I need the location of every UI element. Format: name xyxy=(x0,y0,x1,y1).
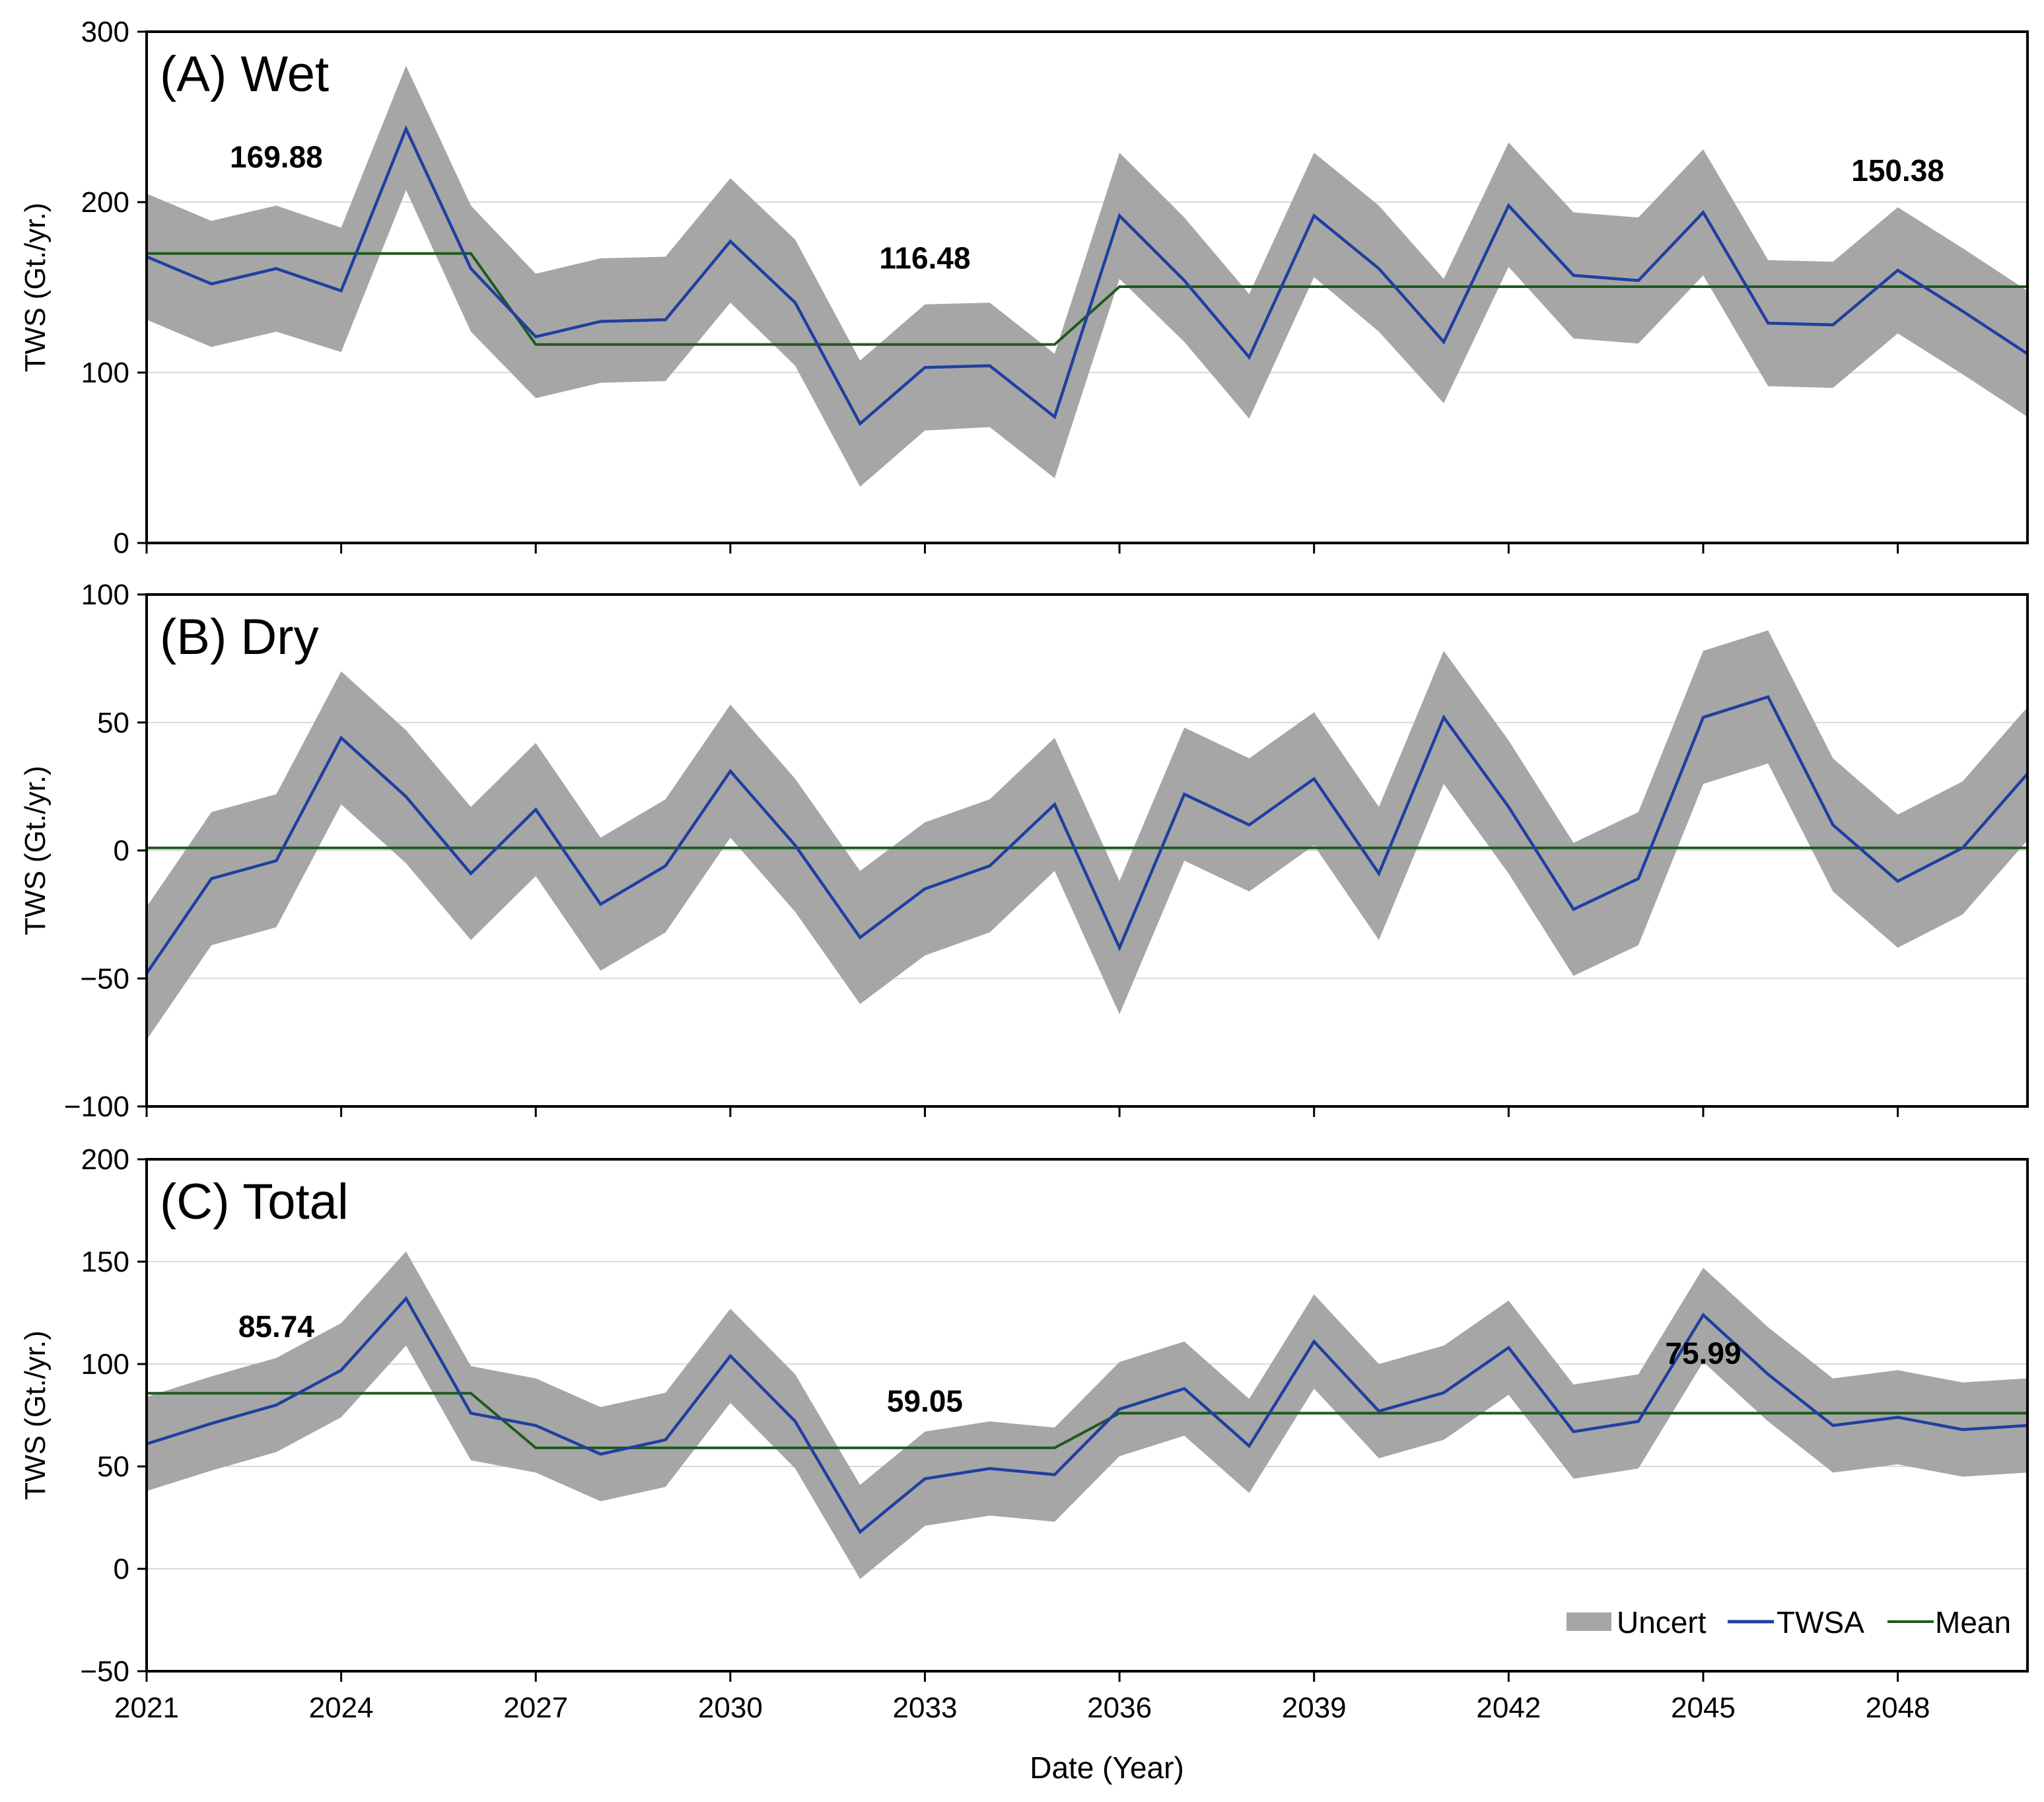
legend-label-mean: Mean xyxy=(1935,1605,2011,1640)
x-tick-label: 2048 xyxy=(1866,1692,1930,1724)
plot-frame xyxy=(145,1158,2029,1673)
legend: Uncert TWSA Mean xyxy=(1567,1605,2011,1640)
mean-label: 150.38 xyxy=(1851,153,1944,188)
twsa-line xyxy=(146,125,2029,426)
chart-panel-3: 85.74 59.05 75.99 −50 0 50 100 150 200 2021 2024 20… xyxy=(19,1143,2029,1785)
x-tick-label: 2036 xyxy=(1087,1692,1152,1724)
mean-label: 75.99 xyxy=(1665,1336,1741,1370)
legend-swatch-uncert xyxy=(1567,1612,1611,1631)
x-axis-label: Date (Year) xyxy=(1030,1750,1184,1785)
uncertainty-band xyxy=(147,65,2027,487)
chart-panel-1: 169.88 116.48 150.38 0 100 200 300 TWS (Gt./yr.… xyxy=(19,16,2029,559)
y-tick-label: 300 xyxy=(81,16,129,48)
x-tick-label: 2024 xyxy=(309,1692,374,1724)
mean-label: 169.88 xyxy=(230,140,323,174)
mean-label: 59.05 xyxy=(887,1384,963,1418)
y-tick-label: 200 xyxy=(81,1143,129,1176)
panel-title: (C) Total xyxy=(160,1174,349,1230)
x-tick-label: 2045 xyxy=(1671,1692,1736,1724)
twsa-line xyxy=(146,1295,2028,1534)
chart-panel-2: −100 −50 0 50 100 TWS (Gt./yr.) (B) Dry xyxy=(19,579,2029,1123)
x-tick-label: 2042 xyxy=(1476,1692,1541,1724)
y-tick-label: 200 xyxy=(81,186,129,219)
panel-title: (A) Wet xyxy=(160,46,329,102)
plot-frame xyxy=(145,30,2029,544)
y-tick-label: 100 xyxy=(81,357,129,389)
y-axis-label: TWS (Gt./yr.) xyxy=(19,1330,52,1500)
y-axis-label: TWS (Gt./yr.) xyxy=(19,766,52,935)
y-tick-label: −50 xyxy=(80,1655,129,1688)
y-tick-label: −50 xyxy=(80,962,129,995)
twsa-line xyxy=(145,695,2029,974)
mean-label: 116.48 xyxy=(879,240,970,275)
legend-label-twsa: TWSA xyxy=(1777,1605,1864,1640)
y-tick-label: 150 xyxy=(81,1246,129,1278)
y-tick-label: −100 xyxy=(64,1091,129,1123)
y-tick-label: 50 xyxy=(97,1451,129,1483)
mean-label: 85.74 xyxy=(238,1309,315,1344)
y-tick-label: 0 xyxy=(114,527,129,559)
mean-line xyxy=(147,252,2027,346)
x-tick-label: 2030 xyxy=(698,1692,763,1724)
x-tick-label: 2021 xyxy=(114,1692,179,1724)
y-tick-label: 0 xyxy=(114,835,129,867)
x-tick-label: 2033 xyxy=(893,1692,958,1724)
panels: 169.88 116.48 150.38 0 100 200 300 TWS (Gt./yr.… xyxy=(19,16,2029,1785)
y-tick-label: 0 xyxy=(114,1553,129,1585)
uncertainty-band xyxy=(147,630,2027,1040)
y-tick-label: 100 xyxy=(81,579,129,611)
legend-label-uncert: Uncert xyxy=(1617,1605,1707,1640)
x-tick-label: 2039 xyxy=(1282,1692,1347,1724)
panel-title: (B) Dry xyxy=(160,609,319,665)
uncertainty-band xyxy=(147,1251,2027,1579)
y-tick-label: 50 xyxy=(97,707,129,739)
y-axis-label: TWS (Gt./yr.) xyxy=(19,203,52,373)
y-tick-label: 100 xyxy=(81,1348,129,1381)
x-tick-label: 2027 xyxy=(503,1692,568,1724)
